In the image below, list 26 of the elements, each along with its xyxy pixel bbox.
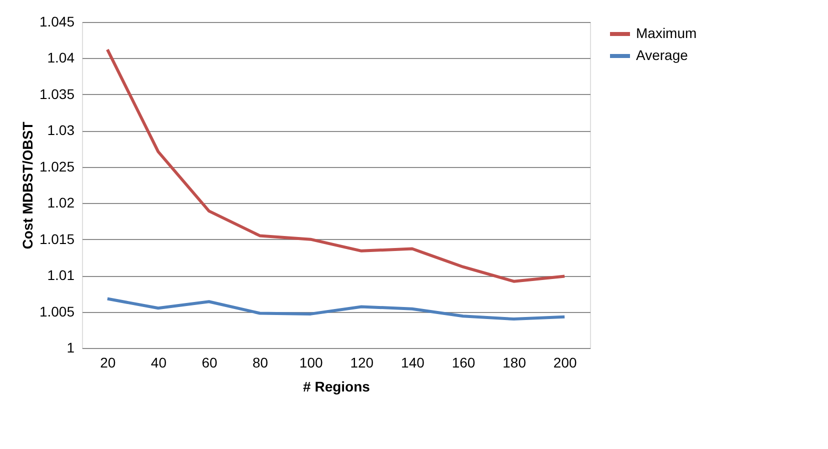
y-tick-label: 1.045	[39, 14, 75, 30]
x-axis-title: # Regions	[303, 378, 370, 394]
x-tick-label: 20	[100, 354, 116, 370]
x-tick-label: 160	[452, 354, 476, 370]
x-tick-label: 80	[252, 354, 268, 370]
x-tick-label: 60	[202, 354, 218, 370]
x-tick-label: 100	[299, 354, 323, 370]
x-tick-label: 180	[502, 354, 526, 370]
x-tick-label: 200	[553, 354, 577, 370]
y-tick-label: 1.04	[47, 50, 75, 66]
y-tick-label: 1.005	[39, 303, 75, 320]
y-tick-label: 1.035	[39, 86, 75, 102]
y-tick-label: 1.015	[39, 230, 75, 247]
y-tick-label: 1.02	[47, 194, 75, 211]
y-tick-label: 1.025	[39, 158, 75, 174]
y-tick-label: 1.01	[47, 267, 75, 284]
x-tick-label: 40	[150, 354, 167, 370]
x-tick-label: 140	[401, 354, 425, 370]
line-series	[106, 48, 566, 283]
legend-label: Maximum	[636, 25, 697, 41]
line-series	[106, 297, 566, 321]
x-tick-label: 120	[350, 354, 374, 370]
y-tick-label: 1.03	[47, 122, 75, 138]
y-tick-label: 1	[66, 340, 75, 356]
legend-label: Average	[636, 47, 688, 63]
y-axis-title: Cost MDBST/OBST	[19, 121, 36, 250]
